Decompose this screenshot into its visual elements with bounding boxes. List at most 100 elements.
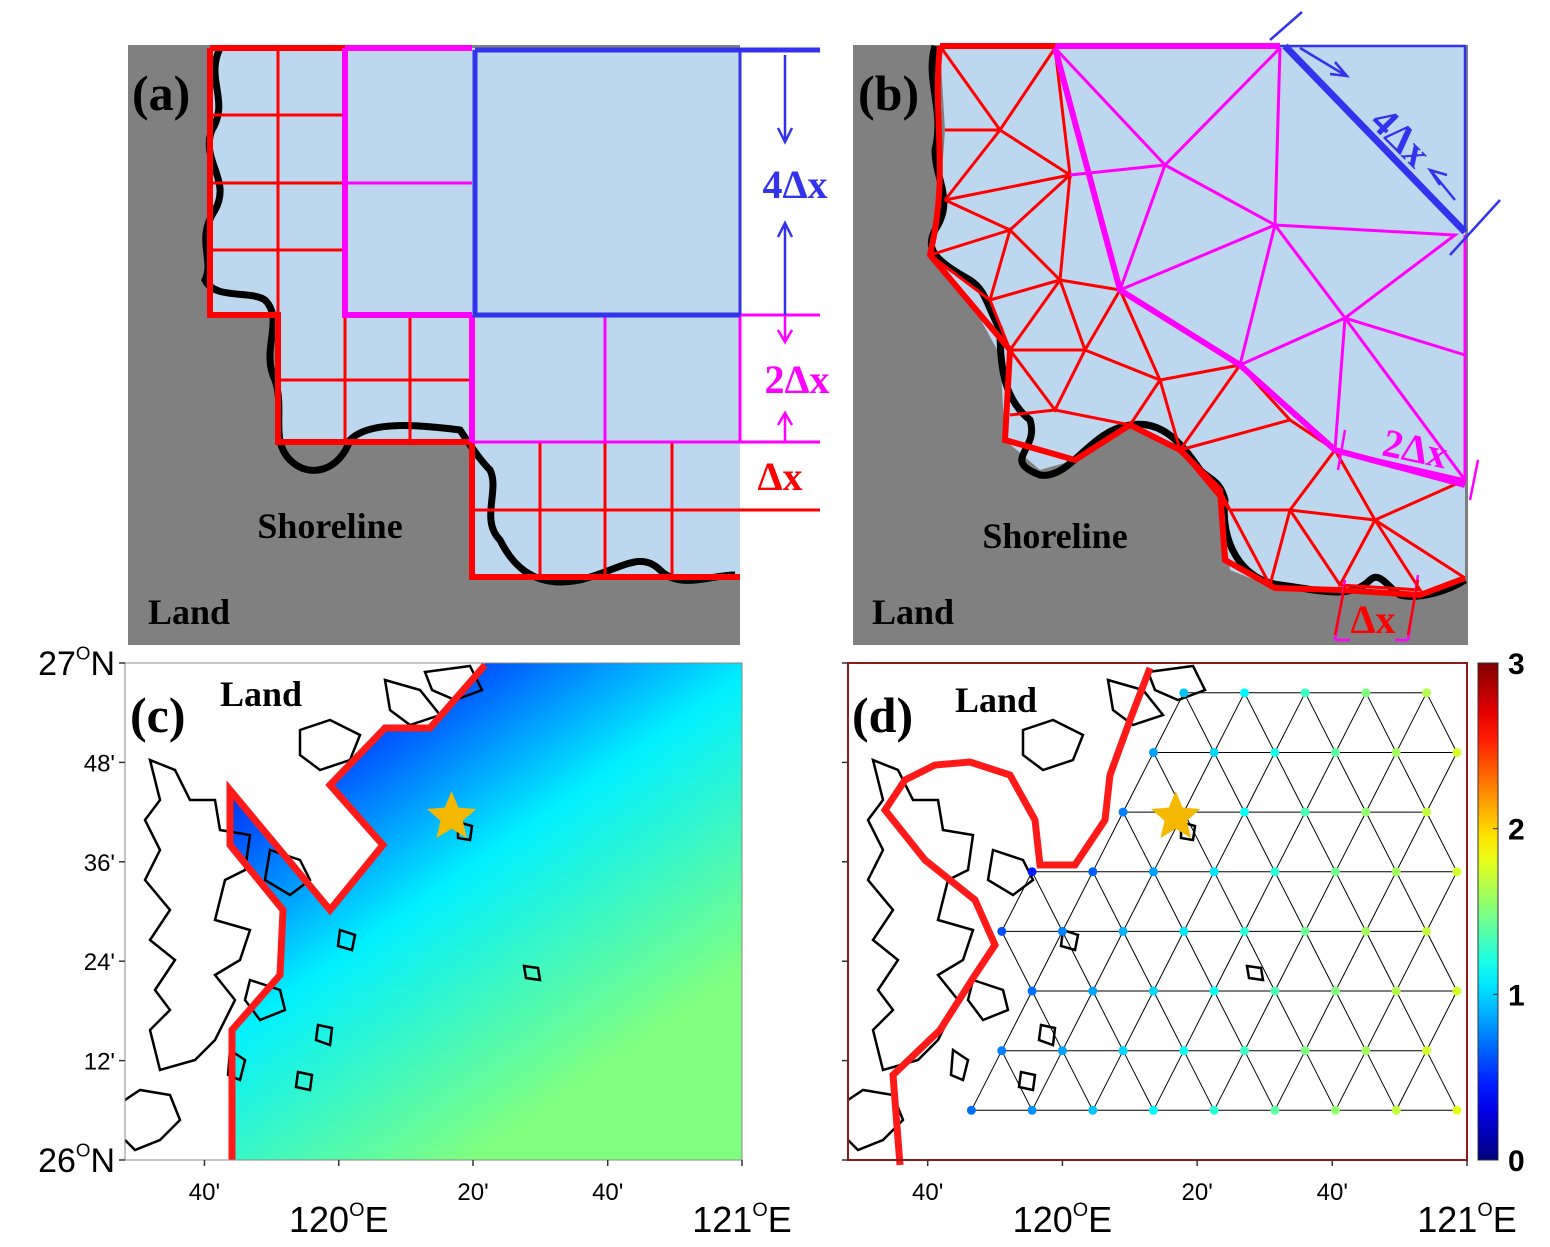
node (1118, 1046, 1128, 1056)
tick-label-part: 120 (289, 1199, 349, 1240)
dimension-marker (1333, 579, 1420, 636)
station-star (426, 791, 477, 839)
colorbar-label: 3 (1508, 648, 1525, 681)
tick-label-part: O (349, 1199, 364, 1221)
node (1452, 986, 1462, 996)
dx-label: Δx (1350, 597, 1395, 642)
colorbar-label: 1 (1508, 979, 1525, 1012)
node (1270, 986, 1280, 996)
dimension-arrow (1269, 11, 1501, 256)
node (1422, 926, 1432, 936)
node (1300, 688, 1310, 698)
node (1088, 986, 1098, 996)
node (1148, 747, 1158, 757)
node (1361, 1046, 1371, 1056)
node (1331, 986, 1341, 996)
coarse-edge (1282, 43, 1468, 235)
node (1239, 807, 1249, 817)
node (1270, 1105, 1280, 1115)
medium-mesh-boundary (1052, 43, 1466, 488)
dx-label: Δx (757, 454, 802, 499)
shoreline-label: Shoreline (257, 506, 402, 546)
dx-label: 2Δx (764, 357, 829, 402)
node (1300, 807, 1310, 817)
tick-label: 20' (457, 1179, 488, 1206)
land-label: Land (148, 592, 230, 632)
node (1088, 867, 1098, 877)
node (1027, 867, 1037, 877)
land-area (125, 663, 485, 1160)
tick-label: 40' (912, 1179, 943, 1206)
dimension-arrow (776, 315, 794, 442)
shoreline-label: Shoreline (982, 516, 1127, 556)
tick-label: 120OE (1013, 1199, 1112, 1240)
node (966, 1105, 976, 1115)
tick-label-part: 26 (38, 1142, 76, 1180)
node (1300, 926, 1310, 936)
panel-label: (a) (132, 65, 190, 121)
tick-label-part: N (90, 645, 115, 683)
medium-grid-boundary (342, 45, 475, 442)
tick-label: 40' (189, 1179, 220, 1206)
panel-b: 4Δx 2Δx Δx (b) Shoreline Land (853, 11, 1501, 645)
tick-label: 12' (84, 1049, 115, 1076)
tick-label-part: 121 (1417, 1199, 1477, 1240)
tick-label: 121OE (692, 1199, 791, 1240)
land-label: Land (220, 674, 302, 714)
node (1270, 747, 1280, 757)
node (1179, 926, 1189, 936)
tick-label-part: O (76, 1140, 91, 1161)
frame (124, 662, 743, 1161)
tick-label-part: E (1088, 1199, 1112, 1240)
node (1422, 688, 1432, 698)
tick-label: 26ON (38, 1140, 115, 1180)
node (1209, 986, 1219, 996)
tick-label-part: E (364, 1199, 388, 1240)
node (1118, 807, 1128, 817)
node (1118, 926, 1128, 936)
node (1148, 867, 1158, 877)
colorbar-label: 2 (1508, 814, 1525, 847)
tick-label: 24' (84, 949, 115, 976)
node (1361, 807, 1371, 817)
panel-label: (c) (130, 687, 186, 743)
node (1209, 1105, 1219, 1115)
panel-label: (b) (858, 65, 919, 121)
dx-label: 4Δx (762, 162, 827, 207)
node (1300, 1046, 1310, 1056)
node (1361, 926, 1371, 936)
node (1331, 747, 1341, 757)
node (1331, 1105, 1341, 1115)
model-boundary (880, 666, 1154, 1166)
tick-label: 36' (84, 850, 115, 877)
tick-label-part: O (1073, 1199, 1088, 1221)
node (1270, 867, 1280, 877)
node (1209, 747, 1219, 757)
node (1148, 986, 1158, 996)
tick-label: 20' (1182, 1179, 1213, 1206)
node (1391, 986, 1401, 996)
medium-grid (345, 181, 820, 444)
tick-label-part: 120 (1013, 1199, 1073, 1240)
tick-label: 40' (592, 1179, 623, 1206)
node (1452, 747, 1462, 757)
tick-label: 27ON (38, 643, 115, 683)
node (1422, 1046, 1432, 1056)
land-label: Land (955, 680, 1037, 720)
tick-label-part: E (768, 1199, 792, 1240)
mesh-edges (970, 692, 1458, 1111)
land-label: Land (872, 592, 954, 632)
node (1452, 1105, 1462, 1115)
colorbar (1477, 662, 1499, 1161)
fine-grid (210, 48, 820, 577)
frame (847, 662, 1468, 1161)
tick-label-part: O (1477, 1199, 1492, 1221)
node (1179, 1046, 1189, 1056)
tick-label-part: 121 (692, 1199, 752, 1240)
node (997, 1046, 1007, 1056)
model-boundary (226, 662, 488, 1160)
node (1057, 1046, 1067, 1056)
tick-label: 48' (84, 750, 115, 777)
node (1331, 867, 1341, 877)
